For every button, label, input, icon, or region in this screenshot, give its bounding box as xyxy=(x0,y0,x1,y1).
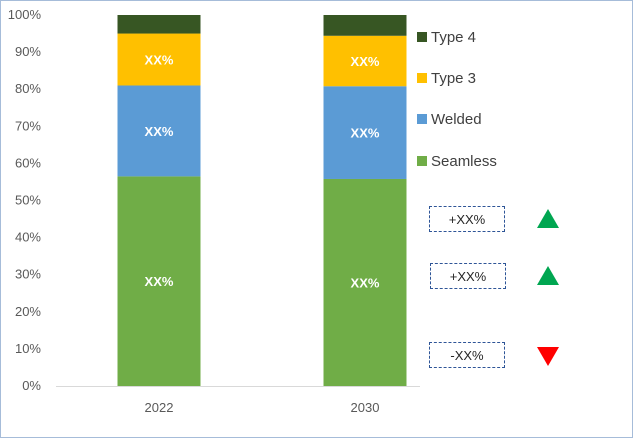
legend-swatch xyxy=(417,73,427,83)
bar-segment-type-3-2030 xyxy=(323,35,407,87)
bar-segment-seamless-2030 xyxy=(323,178,407,386)
change-callout-1: +XX% xyxy=(429,206,505,232)
y-tick-label: 70% xyxy=(15,118,41,133)
bar-segment-type-4-2030 xyxy=(323,15,407,36)
data-label: XX% xyxy=(145,274,174,289)
bar-segment-welded-2022 xyxy=(117,85,201,177)
legend-swatch xyxy=(417,114,427,124)
y-tick-label: 20% xyxy=(15,304,41,319)
change-callout-1-text: +XX% xyxy=(448,211,486,227)
bar-segment-type-4-2022 xyxy=(117,15,201,34)
y-tick-label: 60% xyxy=(15,155,41,170)
change-callout-3-text: -XX% xyxy=(450,347,484,363)
trend-up-arrow-icon xyxy=(537,209,559,228)
y-axis: 0% 10% 20% 30% 40% 50% 60% 70% 80% 90% 100% xyxy=(8,7,42,393)
legend-swatch xyxy=(417,156,427,166)
data-label: XX% xyxy=(145,53,174,68)
bar-segment-seamless-2022 xyxy=(117,176,201,386)
bars: XX% XX% XX% XX% XX% XX% xyxy=(117,15,407,386)
data-label: XX% xyxy=(351,126,380,141)
change-callout-3: -XX% xyxy=(429,342,505,368)
legend-label: Welded xyxy=(431,111,482,128)
bar-segment-welded-2030 xyxy=(323,86,407,179)
data-label: XX% xyxy=(145,124,174,139)
bar-segment-type-3-2022 xyxy=(117,33,201,86)
x-tick-label: 2022 xyxy=(145,400,174,415)
trend-up-arrow-icon xyxy=(537,266,559,285)
legend-label: Type 3 xyxy=(431,70,476,87)
change-callout-2-text: +XX% xyxy=(449,268,487,284)
data-label: XX% xyxy=(351,54,380,69)
y-tick-label: 100% xyxy=(8,7,42,22)
x-tick-label: 2030 xyxy=(351,400,380,415)
legend-label: Seamless xyxy=(431,153,497,170)
legend-swatch xyxy=(417,32,427,42)
change-callout-2: +XX% xyxy=(430,263,506,289)
data-label: XX% xyxy=(351,275,380,290)
legend: Type 4 Type 3 Welded Seamless xyxy=(417,29,497,170)
y-tick-label: 80% xyxy=(15,81,41,96)
y-tick-label: 90% xyxy=(15,44,41,59)
legend-label: Type 4 xyxy=(431,29,476,46)
y-tick-label: 30% xyxy=(15,267,41,282)
y-tick-label: 40% xyxy=(15,230,41,245)
x-axis: 2022 2030 xyxy=(56,386,420,415)
y-tick-label: 0% xyxy=(22,378,41,393)
y-tick-label: 10% xyxy=(15,341,41,356)
trend-down-arrow-icon xyxy=(537,347,559,366)
y-tick-label: 50% xyxy=(15,193,41,208)
